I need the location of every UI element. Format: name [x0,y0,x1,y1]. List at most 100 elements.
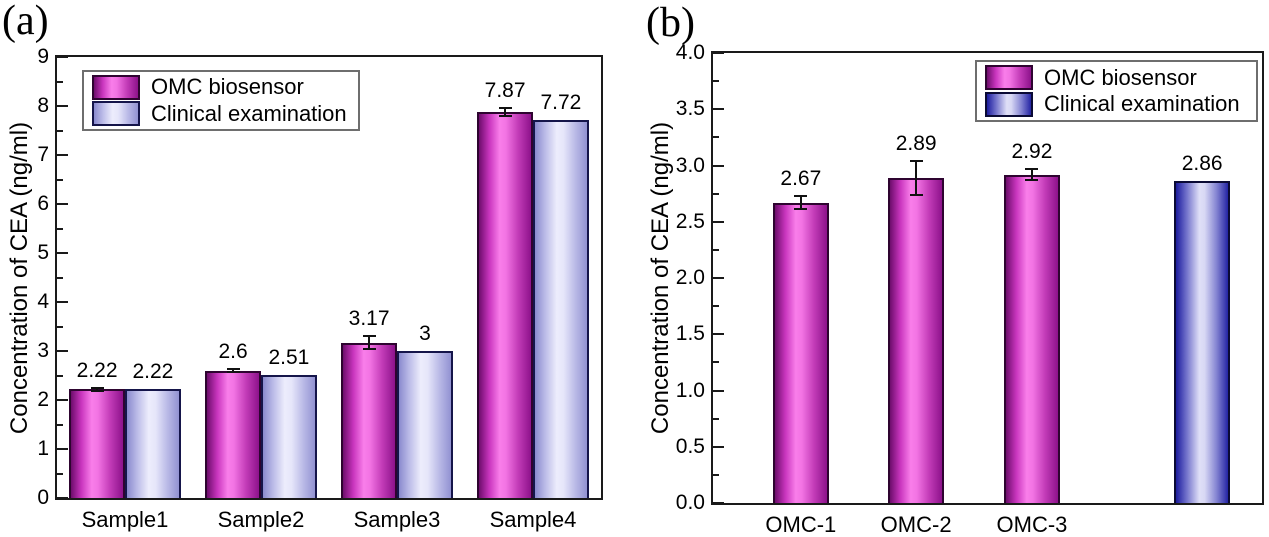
error-bar-cap [362,335,376,338]
y-major-tick [713,220,724,223]
error-bar-line [232,369,235,373]
y-minor-tick [57,80,63,83]
error-bar-cap [909,160,923,162]
y-tick-label: 7 [37,143,49,166]
error-bar-cap [90,386,104,389]
bar-value-label: 2.51 [268,346,310,369]
bar-Sample1-clinical-examination [124,389,181,500]
y-major-tick [713,445,724,448]
x-category-label: Sample1 [81,507,169,532]
y-tick-label: 0.0 [675,491,705,514]
clinical-examination-swatch-icon [92,101,140,127]
y-major-tick [713,277,724,279]
y-minor-tick [713,473,719,476]
y-major-tick [57,252,68,254]
error-bar-cap [1025,167,1039,170]
y-tick-label: 8 [37,94,49,117]
bar-OMC-2-omc-biosensor [888,177,945,505]
error-bar-cap [362,348,376,351]
legend-label-clinical-examination: Clinical examination [151,100,347,126]
bar-value-label: 2.22 [76,358,118,382]
y-major-tick [57,154,68,156]
error-bar-line [799,195,802,210]
y-major-tick [57,301,68,303]
panel-a-tag: (a) [2,0,49,44]
legend-row: Clinical examination [92,101,350,127]
error-bar-cap [909,193,923,196]
error-bar-cap [226,368,240,371]
y-minor-tick [713,80,719,83]
x-category-label: Sample4 [489,507,577,532]
bar-value-label: 2.6 [218,340,248,364]
error-bar-line [504,108,507,117]
y-minor-tick [713,136,719,139]
y-tick-label: 4 [37,290,49,313]
y-tick-label: 6 [37,192,49,215]
legend-label-clinical-examination: Clinical examination [1044,91,1240,117]
x-category-label: OMC-3 [996,512,1068,537]
bar-value-label: 2.67 [780,166,822,190]
error-bar-line [96,387,99,391]
panel-b-tag: (b) [646,0,695,46]
y-tick-label: 1.5 [675,322,705,346]
y-minor-tick [57,374,63,377]
y-tick-label: 9 [37,45,49,68]
y-minor-tick [713,417,719,420]
legend-row: OMC biosensor [92,74,350,100]
error-bar-cap [794,208,808,211]
error-bar-cap [1025,179,1039,182]
bar-value-label: 7.87 [484,79,526,103]
y-minor-tick [57,129,63,132]
y-minor-tick [57,325,63,328]
y-tick-label: 2.0 [675,266,705,289]
error-bar-cap [226,371,240,374]
legend-row: Clinical examination [985,91,1248,117]
legend-label-omc-biosensor: OMC biosensor [151,74,304,100]
y-tick-label: 3.5 [675,97,705,121]
x-category-label: OMC-1 [765,512,837,537]
y-major-tick [713,333,724,336]
bar-value-label: 2.22 [132,360,174,384]
y-tick-label: 0.5 [675,434,705,458]
bar-Sample4-omc-biosensor [477,112,534,500]
bar-value-label: 3 [419,322,431,345]
bar-OMC-1-omc-biosensor [772,202,829,505]
y-minor-tick [57,472,63,475]
y-tick-label: 0 [37,486,49,509]
error-bar-line [915,161,918,195]
y-minor-tick [57,178,63,181]
error-bar-cap [794,194,808,197]
y-tick-label: 2 [37,388,49,411]
bar-Sample3-clinical-examination [396,351,453,500]
y-minor-tick [57,227,63,230]
y-minor-tick [713,248,719,251]
y-minor-tick [57,423,63,426]
y-major-tick [713,164,724,167]
y-tick-label: 3.0 [675,153,705,177]
y-minor-tick [713,192,719,195]
y-minor-tick [713,361,719,364]
bar-value-label: 2.89 [895,132,937,155]
error-bar-line [1030,168,1033,181]
y-tick-label: 1 [37,437,49,460]
panel-b-legend: OMC biosensor Clinical examination [975,60,1258,122]
y-major-tick [57,448,68,450]
omc-biosensor-swatch-icon [985,65,1033,91]
omc-biosensor-swatch-icon [92,74,140,100]
panel-a-legend: OMC biosensor Clinical examination [82,70,360,131]
y-major-tick [57,203,68,205]
error-bar-cap [498,115,512,118]
y-tick-label: 4.0 [675,41,705,64]
clinical-examination-swatch-icon [985,91,1033,117]
legend-row: OMC biosensor [985,65,1248,91]
legend-label-omc-biosensor: OMC biosensor [1044,64,1197,90]
bar-clinical-clinical-examination [1174,181,1231,505]
bar-Sample2-omc-biosensor [205,370,262,500]
panel-a-plot-area [55,55,603,500]
y-major-tick [57,399,68,401]
bar-value-label: 2.86 [1181,152,1223,176]
x-category-label: Sample2 [217,507,305,532]
bar-value-label: 2.92 [1011,139,1053,163]
y-major-tick [57,56,68,58]
